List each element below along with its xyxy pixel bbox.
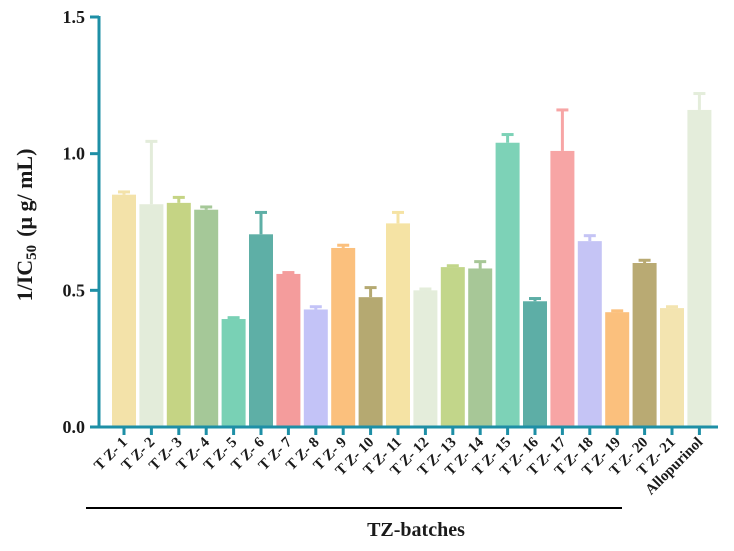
group-label: TZ-batches bbox=[367, 519, 465, 541]
y-axis-title-main: 1/IC bbox=[12, 260, 37, 302]
bar-15 bbox=[495, 142, 520, 427]
bar-3 bbox=[166, 202, 191, 427]
bar-18 bbox=[577, 241, 602, 427]
bar-10 bbox=[358, 297, 383, 427]
bar-6 bbox=[249, 234, 273, 427]
bar-17 bbox=[550, 150, 575, 427]
bar-21 bbox=[660, 308, 684, 427]
axes-layer bbox=[90, 15, 718, 435]
bar-19 bbox=[605, 312, 630, 427]
bar-20 bbox=[632, 263, 657, 427]
bar-12 bbox=[413, 290, 438, 427]
y-axis-title-sub: 50 bbox=[24, 245, 40, 260]
y-axis-title: 1/IC50 (μ g/ mL) bbox=[12, 149, 40, 302]
bar-7 bbox=[276, 273, 301, 427]
bar-11 bbox=[386, 223, 410, 427]
bar-1 bbox=[112, 194, 136, 427]
bar-22 bbox=[687, 109, 712, 427]
bars-layer bbox=[112, 92, 712, 427]
bar-16 bbox=[523, 301, 547, 427]
bar-5 bbox=[221, 319, 246, 427]
y-tick-label-1: 0.5 bbox=[63, 280, 86, 300]
y-tick-label-3: 1.5 bbox=[63, 7, 86, 27]
bar-8 bbox=[303, 309, 328, 427]
bar-9 bbox=[331, 247, 356, 427]
bar-2 bbox=[139, 204, 164, 427]
y-tick-label-0: 0.0 bbox=[63, 417, 86, 437]
bar-4 bbox=[194, 209, 219, 427]
y-axis-title-unit: (μ g/ mL) bbox=[12, 149, 37, 237]
y-tick-label-2: 1.0 bbox=[63, 144, 86, 164]
bar-14 bbox=[468, 268, 493, 427]
bar-13 bbox=[440, 267, 465, 427]
